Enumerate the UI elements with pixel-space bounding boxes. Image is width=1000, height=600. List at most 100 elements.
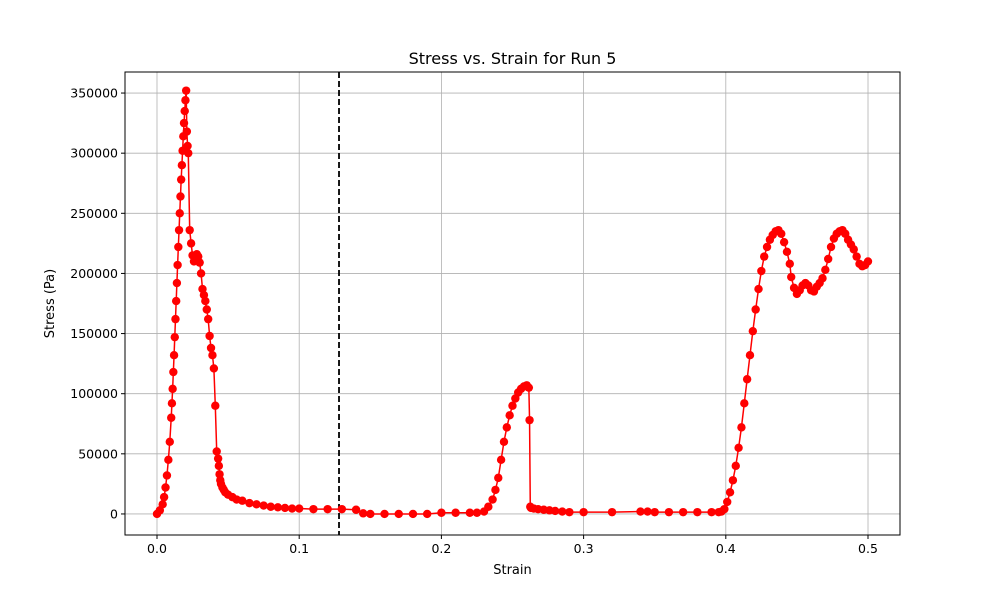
data-point <box>496 455 506 465</box>
data-point <box>181 96 190 105</box>
data-point <box>245 498 254 508</box>
data-point <box>728 476 738 485</box>
data-point <box>550 506 560 516</box>
x-axis-ticks: 0.0 0.1 0.2 0.3 0.4 0.5 <box>147 535 878 556</box>
data-point <box>678 507 688 517</box>
data-point <box>181 86 191 95</box>
data-point <box>508 401 517 410</box>
data-point <box>751 305 760 314</box>
data-point <box>167 413 176 422</box>
data-point <box>168 384 177 394</box>
data-point <box>309 504 318 514</box>
data-point <box>484 502 493 511</box>
data-point <box>472 508 482 517</box>
data-point <box>173 260 182 270</box>
x-tick-label: 0.0 <box>147 541 167 556</box>
data-point <box>195 258 204 267</box>
data-point <box>175 209 184 218</box>
data-point <box>202 305 211 314</box>
data-point <box>740 399 749 408</box>
data-point <box>754 284 763 294</box>
data-point <box>213 454 223 463</box>
data-point <box>720 504 729 514</box>
data-point <box>174 225 184 235</box>
data-point <box>650 507 659 517</box>
data-point <box>184 148 193 158</box>
data-point <box>525 415 534 425</box>
data-point <box>731 461 740 471</box>
data-point <box>782 247 792 256</box>
data-point <box>821 265 830 275</box>
data-point <box>558 507 567 516</box>
data-point <box>707 507 716 517</box>
data-point <box>737 423 746 432</box>
data-point <box>358 509 368 518</box>
data-point <box>849 245 858 254</box>
y-tick-label: 50000 <box>78 446 118 461</box>
data-point <box>779 237 789 247</box>
data-point <box>172 278 182 288</box>
data-point <box>826 242 836 252</box>
chart-title: Stress vs. Strain for Run 5 <box>409 49 617 68</box>
x-tick-label: 0.5 <box>858 541 878 556</box>
data-point <box>818 274 827 283</box>
x-tick-label: 0.3 <box>574 541 594 556</box>
x-tick-label: 0.1 <box>289 541 309 556</box>
data-point <box>212 447 221 456</box>
y-tick-label: 200000 <box>70 266 118 281</box>
y-tick-label: 0 <box>110 506 118 521</box>
data-point <box>273 503 283 512</box>
data-point <box>787 272 796 282</box>
data-point <box>693 507 702 517</box>
data-point <box>499 437 509 446</box>
plot-area <box>125 72 900 535</box>
data-point <box>664 507 674 517</box>
data-point <box>394 509 403 519</box>
data-point <box>488 495 497 504</box>
data-point <box>186 239 196 248</box>
data-point <box>280 503 290 513</box>
data-point <box>259 501 268 510</box>
data-point <box>169 351 179 360</box>
y-tick-label: 150000 <box>70 326 118 341</box>
data-point <box>171 296 181 306</box>
x-tick-label: 0.4 <box>716 541 736 556</box>
data-point <box>505 411 514 420</box>
data-point <box>408 509 418 519</box>
data-point <box>208 351 217 360</box>
data-point <box>422 509 432 519</box>
data-point <box>196 269 206 278</box>
data-point <box>295 504 304 513</box>
data-point <box>748 326 758 336</box>
data-point <box>494 473 503 483</box>
data-point <box>252 500 261 509</box>
data-point <box>171 314 180 324</box>
data-point <box>211 401 220 410</box>
data-point <box>182 127 192 136</box>
data-point <box>785 259 794 269</box>
data-point <box>183 141 192 151</box>
y-axis-title: Stress (Pa) <box>43 269 58 338</box>
data-point <box>502 423 512 432</box>
data-point <box>725 488 735 497</box>
data-point <box>206 343 216 353</box>
data-point <box>165 437 174 446</box>
data-point <box>159 492 169 502</box>
data-point <box>863 257 873 266</box>
x-tick-label: 0.2 <box>431 541 451 556</box>
data-point <box>823 254 833 264</box>
data-point <box>524 383 534 392</box>
data-point <box>777 229 786 238</box>
data-point <box>762 242 772 252</box>
data-point <box>742 375 752 384</box>
y-axis-ticks: 0 50000 100000 150000 200000 250000 300000 3500… <box>70 86 125 521</box>
data-point <box>465 508 475 517</box>
data-point <box>287 504 297 513</box>
data-point <box>337 504 347 514</box>
data-point <box>643 507 652 516</box>
plot-frame <box>124 71 901 536</box>
data-point <box>176 192 185 201</box>
y-tick-label: 300000 <box>70 146 118 161</box>
data-point <box>323 504 332 514</box>
data-point <box>723 497 732 507</box>
